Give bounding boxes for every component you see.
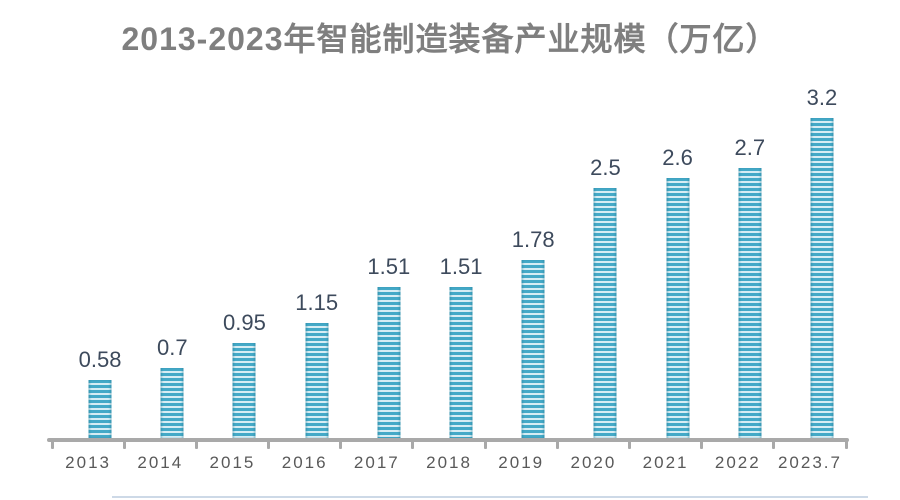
x-axis-tick [50,440,54,449]
bar [232,343,256,438]
bar [305,323,329,438]
x-axis-labels: 2013 2014 2015 2016 2017 2018 2019 2020 2021 2022… [52,453,846,473]
bar-value-label: 3.2 [806,85,838,110]
x-axis-tick [339,440,343,449]
x-axis-label: 2020 [570,453,617,472]
bar [593,188,617,438]
x-axis-tick [267,440,271,449]
bar-column: 1.51 [425,0,497,438]
chart-title: 2013-2023年智能制造装备产业规模（万亿） [121,21,779,57]
x-axis-label: 2018 [426,453,472,472]
bar-column: 0.95 [208,0,280,438]
bar-value-label: 1.15 [295,290,339,315]
x-axis-tick [411,440,415,449]
bar-column: 2.5 [569,0,641,438]
bar-value-label: 1.51 [367,254,411,279]
x-axis-label: 2021 [642,453,689,472]
bar-value-label: 1.78 [511,227,555,252]
bar-value-label: 2.6 [662,145,693,170]
x-axis-label: 2017 [353,453,400,472]
bar-plot: 0.58 0.7 0.95 1.15 1.51 1.51 1.78 2.5 2.6 2.7 3.2 [52,0,846,438]
bar-column: 1.51 [353,0,425,438]
x-axis-label: 2013 [65,453,111,472]
bar-column: 2.6 [642,0,714,438]
bar-columns: 0.58 0.7 0.95 1.15 1.51 1.51 1.78 2.5 2.6 2.7 3.2 [64,0,858,438]
bar-value-label: 0.58 [78,347,122,372]
x-axis-tick [194,440,198,449]
x-axis-label: 2022 [714,453,761,472]
x-axis-label: 2015 [209,453,256,472]
bar [449,287,473,438]
bar-column: 1.15 [281,0,353,438]
x-axis-label: 2019 [498,453,545,472]
x-axis-tick [772,440,776,449]
bar [810,118,834,438]
bar-value-label: 2.7 [734,135,766,160]
bar-value-label: 0.95 [223,310,266,335]
bar-column: 1.78 [497,0,569,438]
bar-column: 0.58 [64,0,136,438]
x-axis-tick [844,440,848,449]
bar-value-label: 0.7 [156,335,188,360]
bar-value-label: 2.5 [590,155,621,180]
x-axis-line [47,438,849,442]
x-axis-label: 2023.7 [777,453,842,472]
bar-column: 3.2 [786,0,858,438]
bar-value-label: 1.51 [439,254,483,279]
x-axis-tick [555,440,559,449]
x-axis-tick [700,440,704,449]
bar [88,380,112,438]
bar [377,287,401,438]
bottom-divider-line [112,496,868,498]
bar [738,168,762,438]
x-axis-tick [627,440,631,449]
bar [666,178,690,438]
x-axis-label: 2014 [137,453,184,472]
bar [160,368,184,438]
x-axis-label: 2016 [281,453,328,472]
x-axis-tick [122,440,126,449]
bar-column: 2.7 [714,0,786,438]
x-axis-tick [483,440,487,449]
bar [521,260,545,438]
bar-column: 0.7 [136,0,208,438]
